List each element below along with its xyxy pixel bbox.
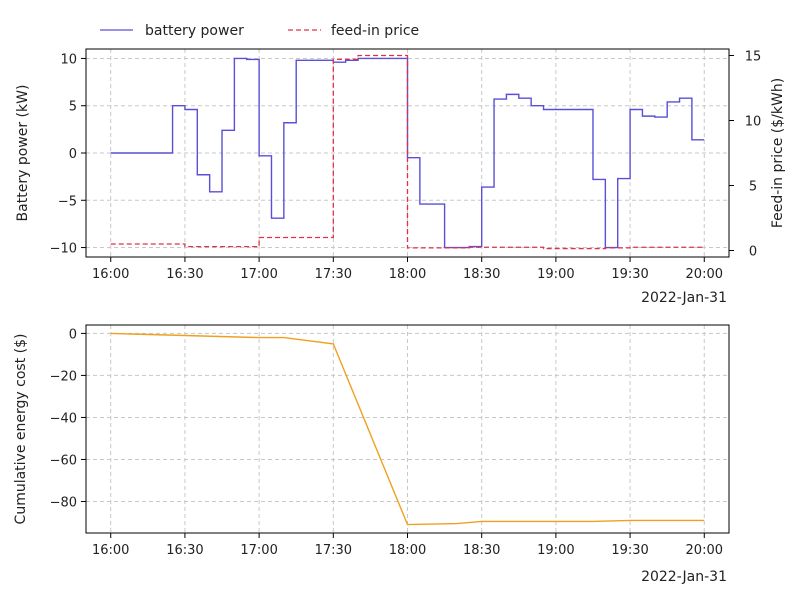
cost-chart-series-0-line [110, 332, 705, 526]
power-chart-x-tick-label-6: 19:00 [537, 267, 574, 282]
cost-chart-y-tick-label-2: −40 [50, 411, 77, 426]
cost-chart-x-tick-label-2: 17:00 [240, 543, 277, 558]
power-chart-x-tick-label-7: 19:30 [611, 267, 648, 282]
cost-chart-x-tick-label-4: 18:00 [389, 543, 426, 558]
power-chart-x-tick-label-0: 16:00 [92, 267, 129, 282]
power-chart-y2-tick-label-3: 15 [745, 50, 762, 65]
power-chart-x-tick-label-1: 16:30 [166, 267, 203, 282]
cumulative-cost-chart: 16:00 16:30 17:00 17:30 18:00 18:30 19:00 19:30… [13, 324, 730, 585]
power-chart-y-tick-label-3: 5 [69, 100, 77, 115]
cost-chart-grid [86, 325, 729, 533]
cost-chart-x-tick-label-1: 16:30 [166, 543, 203, 558]
cost-chart-axes: 16:00 16:30 17:00 17:30 18:00 18:30 19:00 19:30… [50, 327, 723, 558]
power-chart-series-feed-in-price-line [110, 54, 705, 250]
power-chart-series [110, 54, 705, 250]
power-chart-y-axis-label: Battery power (kW) [15, 85, 31, 222]
power-chart-y-tick-label-1: −5 [58, 194, 77, 209]
power-chart-x-tick-label-8: 20:00 [686, 267, 723, 282]
power-chart-y2-tick-label-2: 10 [745, 115, 762, 130]
power-chart-x-tick-label-3: 17:30 [315, 267, 352, 282]
legend-battery-power-label: battery power [145, 23, 244, 39]
power-chart-axes: 16:00 16:30 17:00 17:30 18:00 18:30 19:00 19:30… [50, 50, 762, 283]
power-price-chart: 16:00 16:30 17:00 17:30 18:00 18:30 19:00 19:30… [15, 23, 786, 306]
cost-chart-x-tick-label-8: 20:00 [686, 543, 723, 558]
power-chart-y2-axis-label: Feed-in price ($/kWh) [770, 78, 786, 228]
cost-chart-y-tick-label-1: −20 [50, 369, 77, 384]
power-chart-legend: battery power feed-in price [100, 23, 419, 39]
cost-chart-y-axis-label: Cumulative energy cost ($) [13, 334, 29, 525]
power-chart-y-tick-label-0: −10 [50, 242, 77, 257]
power-chart-x-tick-label-4: 18:00 [389, 267, 426, 282]
legend-feed-in-price-label: feed-in price [331, 23, 419, 39]
cost-chart-y-tick-label-4: −80 [50, 495, 77, 510]
cost-chart-x-tick-label-6: 19:00 [537, 543, 574, 558]
cost-chart-y-tick-label-0: 0 [69, 327, 77, 342]
power-chart-y-tick-label-4: 10 [60, 52, 77, 67]
cost-chart-y-tick-label-3: −60 [50, 453, 77, 468]
power-chart-x-axis-label: 2022-Jan-31 [641, 290, 727, 306]
cost-chart-x-tick-label-0: 16:00 [92, 543, 129, 558]
cost-chart-x-tick-label-5: 18:30 [463, 543, 500, 558]
power-chart-y2-tick-label-1: 5 [749, 180, 757, 195]
cost-chart-x-axis-label: 2022-Jan-31 [641, 569, 727, 585]
power-chart-y2-tick-label-0: 0 [749, 245, 757, 260]
power-chart-x-tick-label-5: 18:30 [463, 267, 500, 282]
power-chart-x-tick-label-2: 17:00 [240, 267, 277, 282]
cost-chart-series [110, 332, 705, 526]
power-chart-y-tick-label-2: 0 [69, 147, 77, 162]
cost-chart-x-tick-label-7: 19:30 [611, 543, 648, 558]
cost-chart-x-tick-label-3: 17:30 [315, 543, 352, 558]
power-chart-series-battery-power-line [110, 57, 705, 249]
